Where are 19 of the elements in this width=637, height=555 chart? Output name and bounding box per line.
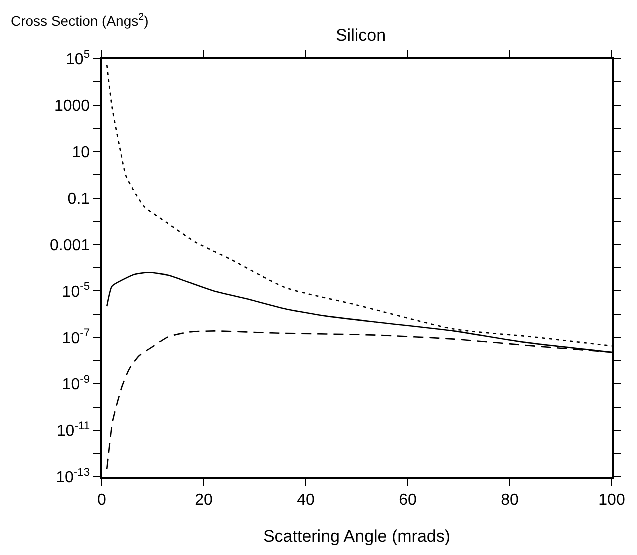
x-tick-label: 0 [98, 492, 107, 509]
y-tick-label: 10 [72, 144, 90, 162]
x-axis-title: Scattering Angle (mrads) [263, 526, 451, 546]
y-tick-label: 0.001 [50, 237, 90, 254]
y-axis-title: Cross Section (Angs$^{2}$) [11, 12, 149, 29]
chart-title: Silicon [336, 26, 386, 45]
y-tick-label: 1000 [54, 98, 90, 116]
y-tick-label: 0.1 [68, 190, 90, 208]
x-tick-label: 20 [195, 492, 213, 509]
y-tick-label: 10$^{-11}$ [56, 420, 90, 440]
x-tick-label: 60 [399, 492, 417, 509]
x-tick-label: 80 [501, 492, 519, 509]
y-tick-label: 10$^{-9}$ [62, 374, 90, 394]
y-tick-label: 10$^{-5}$ [62, 281, 90, 301]
y-tick-label: 10$^{-13}$ [56, 466, 90, 487]
x-tick-label: 100 [598, 492, 626, 509]
x-tick-label: 40 [297, 492, 315, 509]
y-tick-label: 10$^{5}$ [66, 48, 90, 69]
y-tick-label: 10$^{-7}$ [62, 328, 90, 348]
